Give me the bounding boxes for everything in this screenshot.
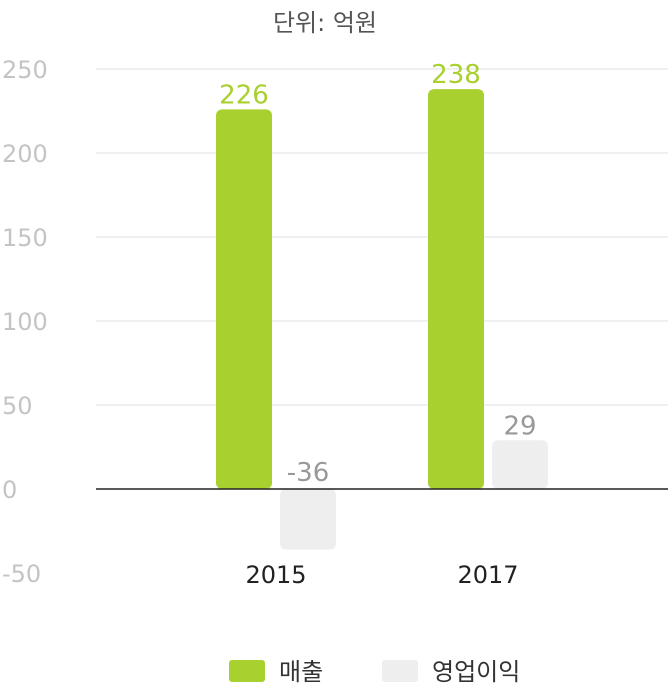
y-axis: 250 200 150 100 50 0 -50 — [2, 56, 48, 588]
y-tick-label: 0 — [2, 476, 17, 504]
data-label: 238 — [431, 60, 481, 90]
x-tick-label: 2017 — [457, 561, 518, 589]
legend-label: 매출 — [279, 658, 323, 686]
bar-operating-profit-2017 — [492, 440, 548, 489]
x-tick-label: 2015 — [245, 561, 306, 589]
gridlines — [96, 68, 668, 406]
legend-label: 영업이익 — [432, 658, 520, 686]
data-label: -36 — [287, 458, 329, 488]
y-tick-label: -50 — [2, 560, 41, 588]
y-tick-label: 50 — [2, 392, 33, 420]
legend: 매출 영업이익 — [229, 658, 520, 686]
legend-swatch — [229, 660, 265, 682]
y-tick-label: 150 — [2, 224, 48, 252]
y-tick-label: 100 — [2, 308, 48, 336]
legend-swatch — [382, 660, 418, 682]
bars — [216, 89, 548, 550]
bar-sales-2017 — [428, 89, 484, 489]
y-tick-label: 250 — [2, 56, 48, 84]
data-label: 29 — [503, 411, 536, 441]
x-axis: 2015 2017 — [245, 561, 518, 589]
data-labels: 226 -36 238 29 — [219, 60, 536, 488]
bar-operating-profit-2015 — [280, 489, 336, 550]
bar-sales-2015 — [216, 109, 272, 489]
data-label: 226 — [219, 80, 269, 110]
chart-unit-title: 단위: 억원 — [273, 9, 377, 37]
y-tick-label: 200 — [2, 140, 48, 168]
